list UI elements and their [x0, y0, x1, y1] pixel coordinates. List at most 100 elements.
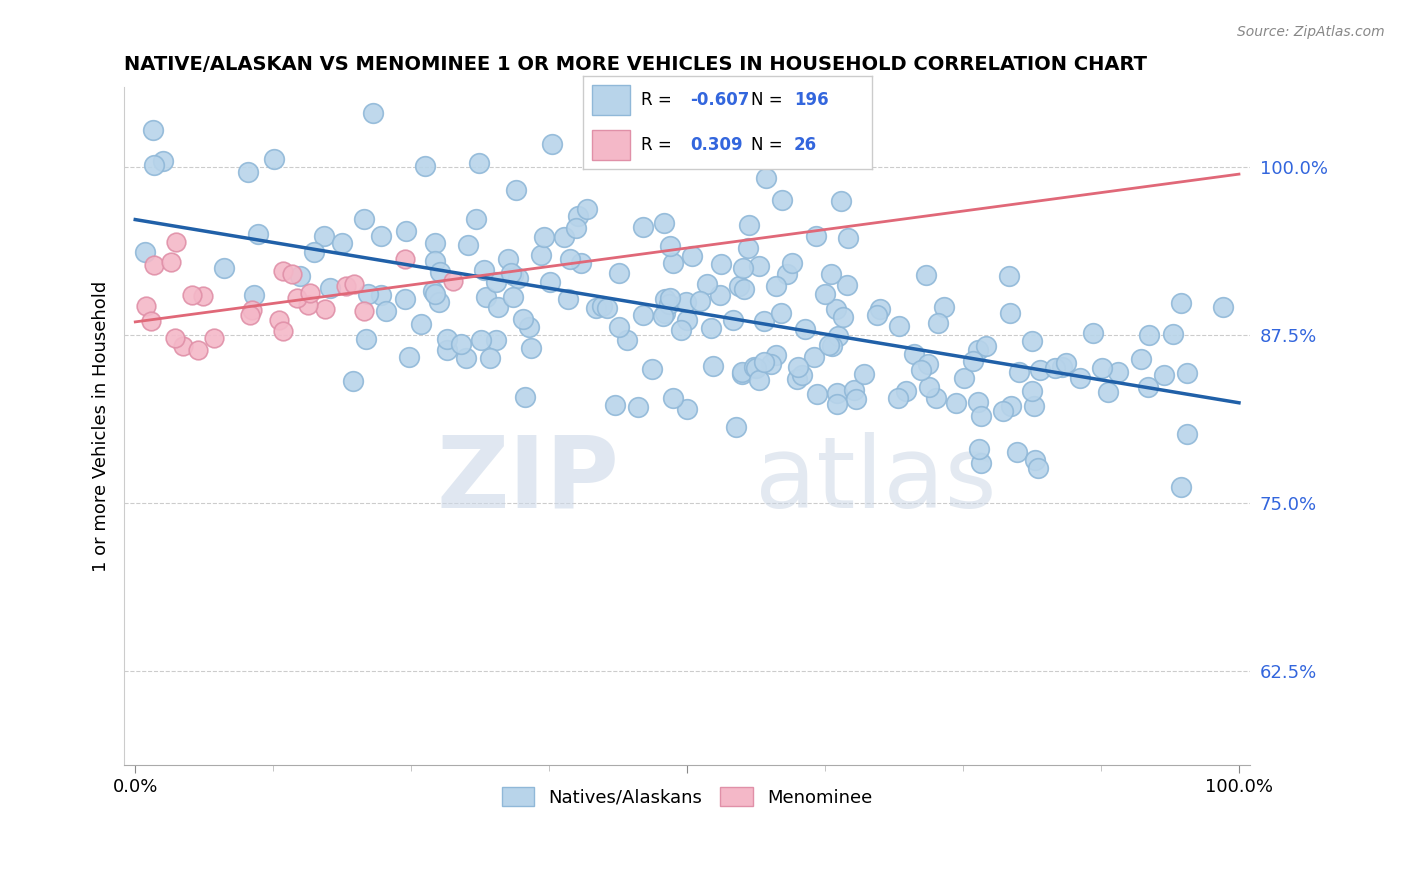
Point	[436, 343, 458, 358]
Point	[917, 357, 939, 371]
Point	[654, 306, 676, 320]
Point	[191, 289, 214, 303]
Point	[827, 329, 849, 343]
Point	[737, 241, 759, 255]
Point	[436, 332, 458, 346]
Point	[567, 209, 589, 223]
Point	[496, 252, 519, 266]
Point	[733, 282, 755, 296]
Point	[945, 395, 967, 409]
Point	[970, 456, 993, 470]
Point	[370, 288, 392, 302]
Point	[423, 253, 446, 268]
Point	[1091, 361, 1114, 376]
Point	[924, 392, 946, 406]
Point	[832, 310, 855, 324]
Point	[806, 386, 828, 401]
Point	[288, 269, 311, 284]
Point	[263, 153, 285, 167]
Point	[591, 299, 613, 313]
Text: R =: R =	[641, 136, 682, 154]
Point	[165, 235, 187, 250]
Point	[607, 320, 630, 334]
Point	[731, 365, 754, 379]
Point	[319, 281, 342, 295]
Point	[1000, 399, 1022, 413]
Point	[135, 299, 157, 313]
Point	[212, 260, 235, 275]
Point	[918, 380, 941, 394]
Point	[172, 339, 194, 353]
Point	[998, 268, 1021, 283]
Point	[1212, 300, 1234, 314]
Point	[754, 314, 776, 328]
Point	[569, 256, 592, 270]
Point	[425, 287, 447, 301]
Point	[312, 229, 335, 244]
Point	[246, 227, 269, 242]
Point	[398, 351, 420, 365]
Point	[441, 273, 464, 287]
Point	[1021, 334, 1043, 348]
Point	[202, 331, 225, 345]
Point	[1137, 328, 1160, 343]
Point	[530, 248, 553, 262]
Point	[513, 390, 536, 404]
Point	[748, 373, 770, 387]
Point	[271, 324, 294, 338]
Point	[541, 136, 564, 151]
Point	[820, 267, 842, 281]
Point	[765, 278, 787, 293]
Text: N =: N =	[751, 91, 787, 109]
Point	[243, 288, 266, 302]
Point	[974, 339, 997, 353]
Point	[659, 291, 682, 305]
Point	[1069, 371, 1091, 385]
Point	[752, 355, 775, 369]
Point	[821, 339, 844, 353]
Point	[845, 392, 868, 406]
Point	[967, 343, 990, 357]
Point	[770, 305, 793, 319]
Point	[239, 309, 262, 323]
Point	[658, 297, 681, 311]
Point	[499, 266, 522, 280]
Y-axis label: 1 or more Vehicles in Household: 1 or more Vehicles in Household	[93, 280, 110, 572]
Point	[505, 183, 527, 197]
Point	[803, 350, 825, 364]
Point	[409, 318, 432, 332]
Point	[676, 402, 699, 417]
Point	[520, 341, 543, 355]
Point	[607, 266, 630, 280]
Point	[375, 304, 398, 318]
Point	[886, 392, 908, 406]
Point	[238, 165, 260, 179]
Point	[765, 348, 787, 362]
Point	[415, 159, 437, 173]
Point	[654, 216, 676, 230]
Point	[557, 292, 579, 306]
Point	[485, 333, 508, 347]
Point	[1029, 362, 1052, 376]
Point	[335, 279, 357, 293]
Point	[786, 359, 808, 374]
Point	[1054, 356, 1077, 370]
Point	[1000, 306, 1022, 320]
Text: 196: 196	[794, 91, 828, 109]
Text: atlas: atlas	[755, 432, 997, 529]
Point	[486, 300, 509, 314]
Point	[818, 338, 841, 352]
Point	[927, 316, 949, 330]
Point	[475, 290, 498, 304]
Point	[457, 237, 479, 252]
Point	[654, 292, 676, 306]
Point	[152, 154, 174, 169]
Point	[853, 368, 876, 382]
Point	[1081, 326, 1104, 340]
Point	[627, 400, 650, 414]
Point	[353, 211, 375, 226]
Point	[827, 385, 849, 400]
Point	[596, 301, 619, 315]
Text: R =: R =	[641, 91, 678, 109]
Point	[710, 257, 733, 271]
